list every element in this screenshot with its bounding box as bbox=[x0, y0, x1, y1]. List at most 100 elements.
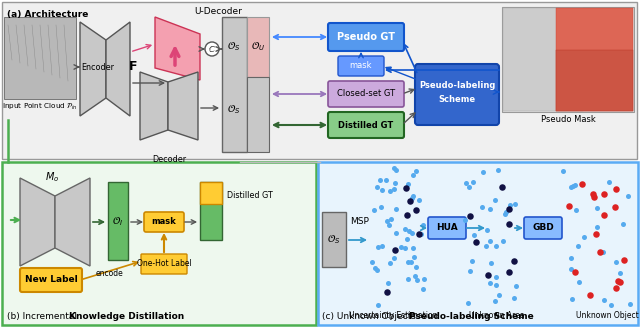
Text: Input Point Cloud $\mathcal{P}_{in}$: Input Point Cloud $\mathcal{P}_{in}$ bbox=[2, 102, 78, 112]
Point bbox=[592, 205, 602, 211]
Point bbox=[370, 265, 380, 270]
Point bbox=[497, 185, 508, 190]
Point bbox=[485, 206, 495, 211]
Point bbox=[400, 245, 410, 250]
Bar bbox=[247, 17, 269, 77]
Point bbox=[591, 232, 601, 237]
Point bbox=[414, 198, 424, 203]
Text: $\mathbf{F}$: $\mathbf{F}$ bbox=[128, 60, 138, 74]
Bar bbox=[4, 17, 76, 99]
Bar bbox=[247, 77, 269, 152]
Point bbox=[566, 255, 577, 260]
Point bbox=[399, 227, 410, 232]
Point bbox=[509, 295, 519, 301]
Point bbox=[599, 297, 609, 302]
Text: $\mathcal{O}_S$: $\mathcal{O}_S$ bbox=[327, 233, 340, 247]
Point bbox=[577, 181, 587, 186]
Circle shape bbox=[205, 42, 219, 56]
Text: U-Decoder: U-Decoder bbox=[194, 7, 242, 16]
Point bbox=[598, 250, 608, 255]
Point bbox=[490, 298, 500, 303]
Point bbox=[500, 212, 510, 217]
FancyBboxPatch shape bbox=[428, 217, 466, 239]
Point bbox=[470, 240, 481, 245]
Point bbox=[376, 205, 386, 210]
Point bbox=[419, 276, 429, 281]
Point bbox=[412, 277, 422, 282]
Point bbox=[490, 197, 500, 202]
Point bbox=[411, 208, 421, 213]
Point bbox=[385, 188, 396, 194]
Text: $\mathcal{O}_U$: $\mathcal{O}_U$ bbox=[251, 41, 265, 53]
Point bbox=[468, 232, 479, 237]
Text: Encoder: Encoder bbox=[81, 62, 115, 72]
Point bbox=[615, 280, 625, 285]
Point bbox=[401, 185, 412, 190]
Bar bbox=[322, 212, 346, 267]
Bar bbox=[502, 7, 634, 112]
Point bbox=[570, 182, 580, 187]
Text: Knowledge Distillation: Knowledge Distillation bbox=[69, 312, 184, 321]
Point bbox=[369, 208, 379, 213]
Bar bbox=[108, 182, 128, 260]
Point bbox=[619, 257, 629, 262]
Point bbox=[413, 232, 424, 237]
Point bbox=[573, 244, 583, 249]
Point bbox=[408, 193, 418, 198]
Text: GBD: GBD bbox=[532, 223, 554, 232]
Point bbox=[382, 219, 392, 224]
Point bbox=[385, 260, 396, 265]
Point bbox=[390, 181, 400, 186]
FancyBboxPatch shape bbox=[328, 23, 404, 51]
Point bbox=[486, 261, 496, 266]
Point bbox=[491, 244, 501, 249]
Polygon shape bbox=[168, 72, 198, 140]
Text: Unknown Object: Unknown Object bbox=[575, 311, 638, 320]
Text: Unknown Area: Unknown Area bbox=[469, 311, 525, 320]
Text: New Label: New Label bbox=[24, 276, 77, 284]
Point bbox=[389, 255, 399, 260]
Point bbox=[465, 268, 475, 274]
Point bbox=[509, 201, 520, 206]
Text: $\mathcal{O}_I$: $\mathcal{O}_I$ bbox=[113, 215, 124, 228]
Point bbox=[615, 270, 625, 275]
Point bbox=[465, 214, 475, 219]
Point bbox=[494, 293, 504, 298]
Point bbox=[463, 184, 474, 190]
Text: (c) Unknown Objects: (c) Unknown Objects bbox=[322, 312, 419, 321]
Point bbox=[481, 244, 492, 249]
Point bbox=[490, 283, 500, 288]
Text: Closed-set GT: Closed-set GT bbox=[337, 90, 395, 98]
Point bbox=[611, 285, 621, 290]
Point bbox=[604, 180, 614, 185]
Bar bbox=[556, 8, 633, 111]
Point bbox=[579, 234, 589, 239]
Point bbox=[385, 223, 395, 228]
Text: (a) Architecture: (a) Architecture bbox=[7, 10, 88, 19]
Point bbox=[588, 194, 598, 199]
Point bbox=[498, 239, 508, 244]
Bar bbox=[2, 2, 637, 159]
Point bbox=[477, 170, 488, 175]
Text: encode: encode bbox=[96, 269, 124, 279]
Point bbox=[408, 246, 419, 251]
Point bbox=[509, 258, 519, 264]
Point bbox=[593, 224, 603, 230]
Point bbox=[402, 236, 412, 241]
Point bbox=[406, 195, 417, 200]
Point bbox=[505, 202, 515, 208]
Point bbox=[485, 280, 495, 285]
Point bbox=[605, 302, 616, 308]
Point bbox=[373, 244, 383, 249]
Bar bbox=[318, 162, 638, 325]
Point bbox=[403, 181, 413, 186]
Point bbox=[491, 274, 501, 280]
FancyBboxPatch shape bbox=[328, 81, 404, 107]
Point bbox=[382, 290, 392, 295]
FancyBboxPatch shape bbox=[524, 217, 562, 239]
Point bbox=[410, 274, 420, 279]
Point bbox=[411, 208, 421, 213]
Text: Pseudo-labeling Scheme: Pseudo-labeling Scheme bbox=[409, 312, 534, 321]
Point bbox=[504, 221, 514, 226]
Polygon shape bbox=[20, 178, 55, 266]
